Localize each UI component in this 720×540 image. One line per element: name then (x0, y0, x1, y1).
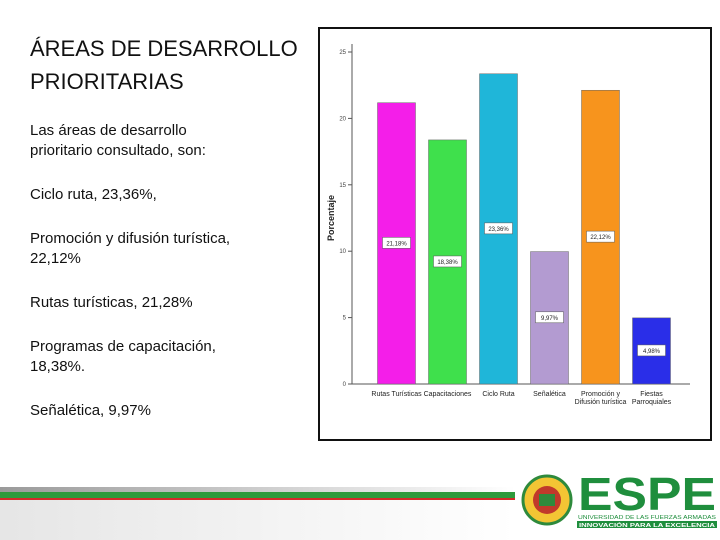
slide-title: ÁREAS DE DESARROLLO PRIORITARIAS (30, 32, 298, 98)
value-label: 9,97% (541, 316, 559, 322)
logo-name: ESPE (578, 468, 716, 520)
title-line: ÁREAS DE DESARROLLO (30, 36, 298, 61)
footer-stripe (0, 498, 515, 500)
x-tick-label: Ciclo Ruta (482, 391, 515, 398)
footer-stripe (0, 492, 515, 498)
x-tick-label: Fiestas Parroquiales (631, 391, 672, 406)
y-tick-label: 15 (339, 183, 346, 189)
logo-band (577, 521, 717, 528)
value-label: 23,36% (488, 227, 509, 233)
logo-line: UNIVERSIDAD DE LAS FUERZAS ARMADAS (578, 515, 716, 521)
value-label: 4,98% (643, 349, 661, 355)
y-tick-label: 10 (339, 249, 346, 255)
x-tick-label: Promoción y Difusión turística (574, 391, 627, 406)
x-tick-label: Capacitaciones (423, 391, 472, 398)
footer-stripe (0, 487, 515, 492)
x-tick-label: Señalética (533, 391, 566, 398)
value-label: 18,38% (437, 260, 458, 266)
title-line: PRIORITARIAS (30, 69, 184, 94)
value-label-box (637, 344, 666, 357)
value-label-box (586, 230, 615, 243)
body-paragraph: Las áreas de desarrollo prioritario cons… (30, 122, 206, 159)
y-tick-label: 25 (339, 50, 346, 56)
footer-stripe (0, 500, 515, 540)
value-label-box (484, 222, 513, 235)
value-label: 22,12% (590, 235, 611, 241)
y-axis-label: Porcentaje (326, 195, 336, 241)
slide-body: Las áreas de desarrollo prioritario cons… (30, 121, 315, 445)
body-paragraph: Ciclo ruta, 23,36%, (30, 186, 157, 203)
body-paragraph: Rutas turísticas, 21,28% (30, 294, 193, 311)
y-tick-label: 0 (343, 382, 347, 388)
body-paragraph: Señalética, 9,97% (30, 402, 151, 419)
body-paragraph: Programas de capacitación, 18,38%. (30, 338, 216, 375)
x-tick-label: Rutas Turísticas (371, 391, 422, 398)
y-tick-label: 20 (339, 116, 346, 122)
logo-line: INNOVACIÓN PARA LA EXCELENCIA (579, 521, 715, 529)
value-label-box (535, 311, 564, 324)
body-paragraph: Promoción y difusión turística, 22,12% (30, 230, 231, 267)
value-label: 21,18% (386, 241, 407, 247)
value-label-box (382, 237, 411, 249)
y-tick-label: 5 (343, 316, 347, 322)
value-label-box (433, 255, 462, 268)
logo-emblem (521, 474, 573, 526)
